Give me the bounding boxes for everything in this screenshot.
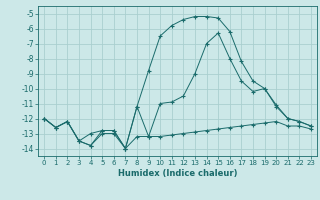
X-axis label: Humidex (Indice chaleur): Humidex (Indice chaleur) — [118, 169, 237, 178]
